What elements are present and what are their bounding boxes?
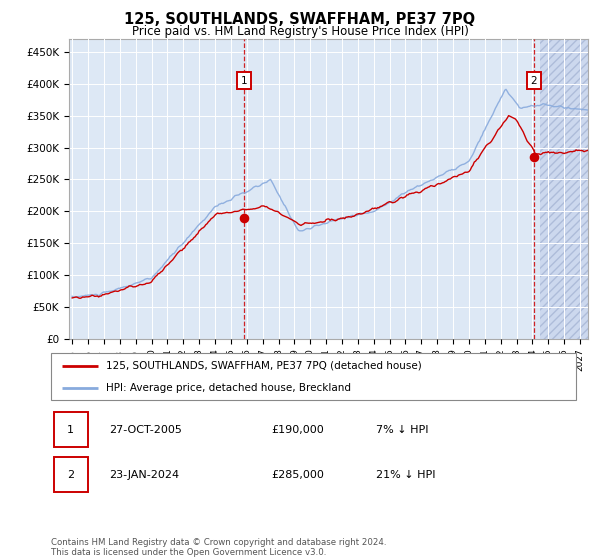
Bar: [541, 39, 588, 339]
Text: 125, SOUTHLANDS, SWAFFHAM, PE37 7PQ (detached house): 125, SOUTHLANDS, SWAFFHAM, PE37 7PQ (det…: [106, 361, 422, 371]
Text: HPI: Average price, detached house, Breckland: HPI: Average price, detached house, Brec…: [106, 382, 351, 393]
Text: Price paid vs. HM Land Registry's House Price Index (HPI): Price paid vs. HM Land Registry's House …: [131, 25, 469, 38]
Text: 23-JAN-2024: 23-JAN-2024: [109, 470, 179, 479]
FancyBboxPatch shape: [53, 412, 88, 447]
Text: 21% ↓ HPI: 21% ↓ HPI: [377, 470, 436, 479]
Bar: [541, 39, 588, 339]
Text: 125, SOUTHLANDS, SWAFFHAM, PE37 7PQ: 125, SOUTHLANDS, SWAFFHAM, PE37 7PQ: [124, 12, 476, 27]
Text: 2: 2: [530, 76, 537, 86]
Point: [239, 213, 249, 222]
Text: 2: 2: [67, 470, 74, 479]
FancyBboxPatch shape: [51, 353, 576, 400]
FancyBboxPatch shape: [53, 457, 88, 492]
Text: 1: 1: [67, 425, 74, 435]
Text: Contains HM Land Registry data © Crown copyright and database right 2024.
This d: Contains HM Land Registry data © Crown c…: [51, 538, 386, 557]
Point: [529, 153, 539, 162]
Text: £190,000: £190,000: [271, 425, 324, 435]
Text: 1: 1: [241, 76, 247, 86]
Text: £285,000: £285,000: [271, 470, 325, 479]
Text: 7% ↓ HPI: 7% ↓ HPI: [377, 425, 429, 435]
Text: 27-OCT-2005: 27-OCT-2005: [109, 425, 182, 435]
